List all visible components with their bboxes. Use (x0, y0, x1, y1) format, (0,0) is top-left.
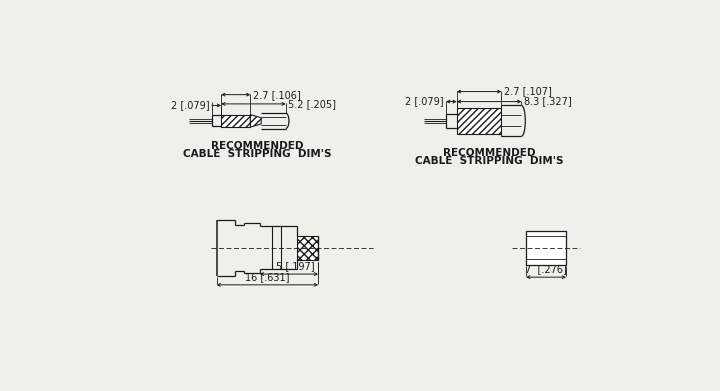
Text: 2.7 [.107]: 2.7 [.107] (504, 86, 552, 97)
Text: 7  [.276]: 7 [.276] (525, 264, 567, 274)
Bar (221, 115, 251, 127)
Bar (456, 108, 501, 134)
Text: CABLE  STRIPPING  DIM'S: CABLE STRIPPING DIM'S (415, 156, 563, 166)
Text: 5.2 [.205]: 5.2 [.205] (288, 99, 336, 109)
Bar (526, 231, 566, 265)
Text: 8.3 [.327]: 8.3 [.327] (523, 97, 572, 107)
Text: 2 [.079]: 2 [.079] (405, 97, 444, 107)
Text: 5 [.197]: 5 [.197] (276, 261, 315, 271)
Text: 2.7 [.106]: 2.7 [.106] (253, 90, 300, 100)
Text: RECOMMENDED: RECOMMENDED (211, 141, 304, 151)
Text: 16 [.631]: 16 [.631] (245, 272, 289, 282)
Text: RECOMMENDED: RECOMMENDED (443, 148, 536, 158)
Bar (297, 235, 318, 260)
Polygon shape (251, 115, 261, 127)
Text: CABLE  STRIPPING  DIM'S: CABLE STRIPPING DIM'S (183, 149, 332, 159)
Text: 2 [.079]: 2 [.079] (171, 100, 210, 110)
